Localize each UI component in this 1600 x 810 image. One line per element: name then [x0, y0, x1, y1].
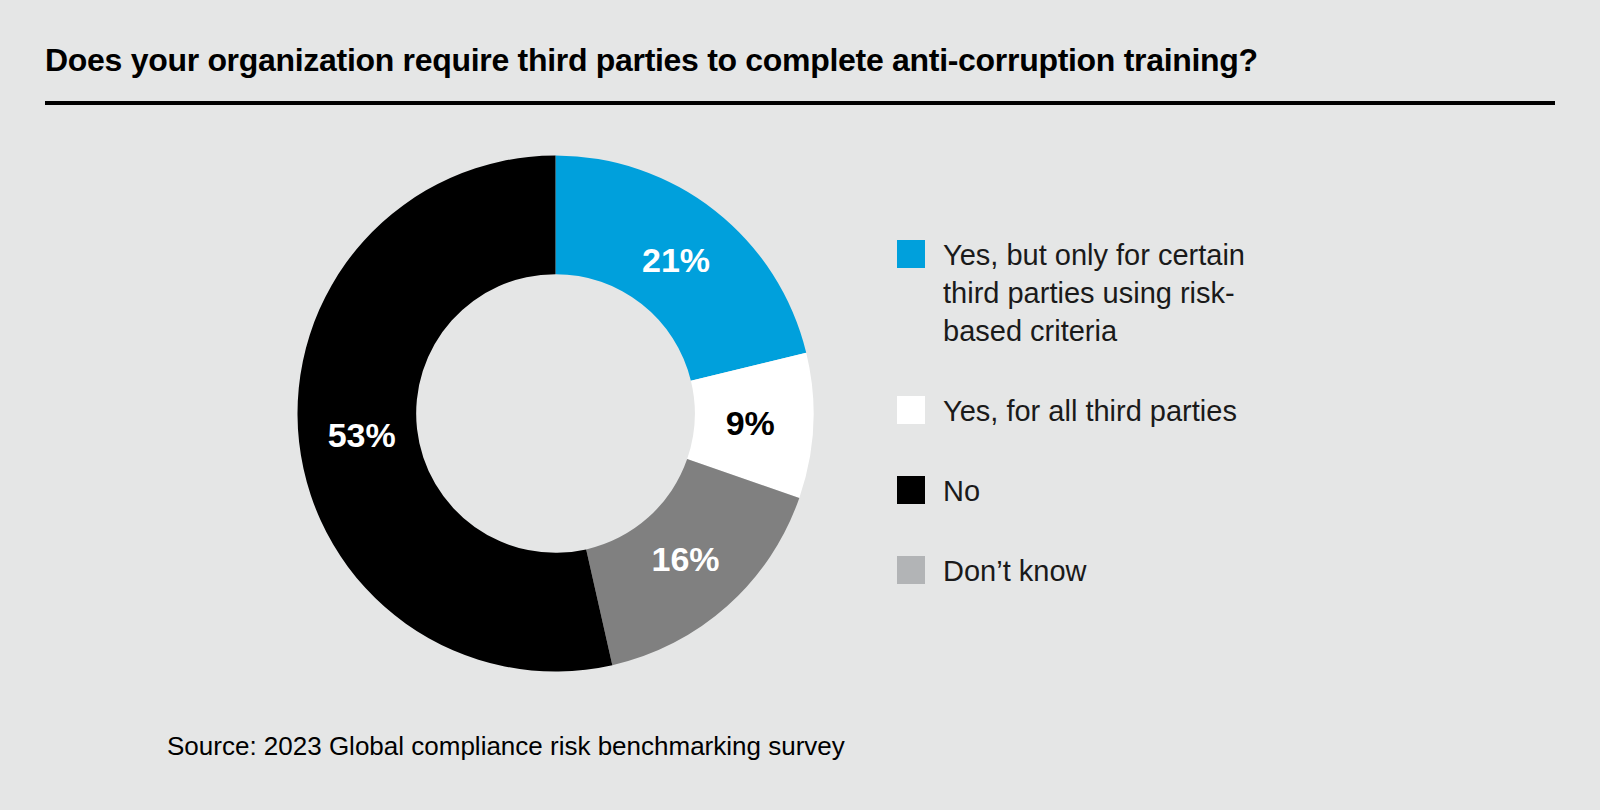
source-note: Source: 2023 Global compliance risk benc… [167, 731, 845, 762]
chart-canvas: Does your organization require third par… [0, 0, 1600, 810]
legend-swatch [897, 240, 925, 268]
legend-label: Yes, for all third parties [943, 392, 1237, 430]
legend-item: No [897, 472, 1317, 510]
slice-data-label: 16% [651, 540, 719, 578]
legend-label: Yes, but only for certain third parties … [943, 236, 1288, 350]
legend: Yes, but only for certain third parties … [897, 236, 1317, 590]
slice-data-label: 9% [726, 404, 775, 442]
legend-label: No [943, 472, 980, 510]
legend-item: Yes, for all third parties [897, 392, 1317, 430]
legend-item: Yes, but only for certain third parties … [897, 236, 1317, 350]
legend-swatch [897, 396, 925, 424]
legend-label: Don’t know [943, 552, 1086, 590]
legend-swatch [897, 556, 925, 584]
slice-data-label: 21% [642, 241, 710, 279]
chart-title: Does your organization require third par… [45, 42, 1258, 79]
title-divider [45, 101, 1555, 105]
legend-swatch [897, 476, 925, 504]
legend-item: Don’t know [897, 552, 1317, 590]
donut-chart: 21% 9% 16% 53% [297, 155, 814, 672]
slice-data-label: 53% [328, 416, 396, 454]
